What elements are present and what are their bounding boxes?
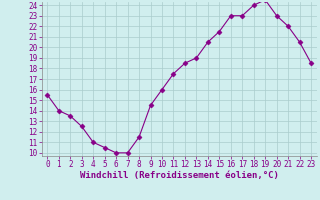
X-axis label: Windchill (Refroidissement éolien,°C): Windchill (Refroidissement éolien,°C) <box>80 171 279 180</box>
